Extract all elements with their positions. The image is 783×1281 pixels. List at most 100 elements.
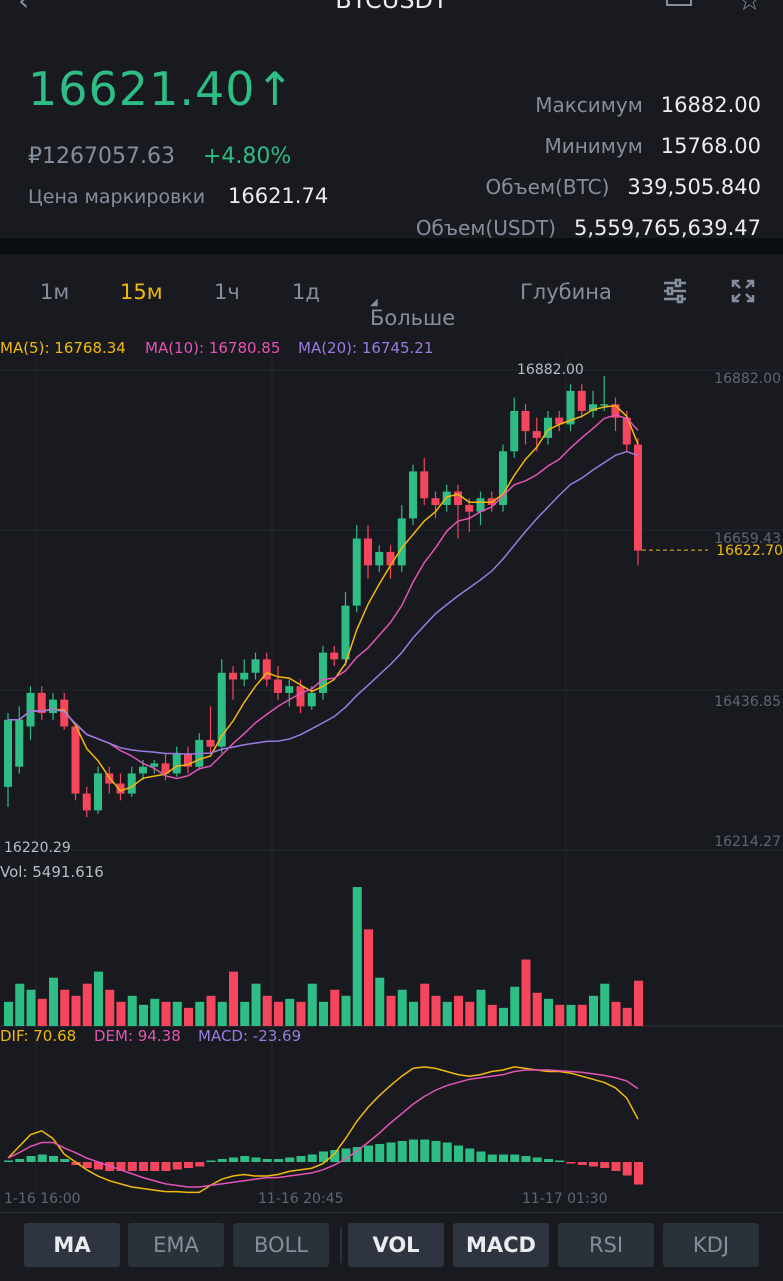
volume-bar [296,1001,306,1026]
candle-body [15,719,24,767]
macd-histogram-bar [431,1141,441,1162]
macd-histogram-bar [161,1162,171,1171]
candle-body [611,404,620,418]
indicator-boll[interactable]: BOLL [233,1223,329,1267]
volume-bar [352,887,362,1026]
volume-bar [71,995,81,1026]
tab-15m[interactable]: 15м [120,280,163,304]
macd-histogram-bar [476,1151,486,1162]
tab-depth[interactable]: Глубина [520,280,612,304]
candle-body [521,410,530,432]
volume-bar [139,1004,148,1026]
back-arrow-icon[interactable]: ‹ [18,0,30,17]
candle-body [307,692,316,707]
macd-histogram-bar [82,1162,92,1168]
volume-bar [600,983,610,1026]
indicator-ema[interactable]: EMA [128,1223,224,1267]
candle-body [274,679,282,693]
macd-histogram-bar [26,1156,36,1162]
indicator-rsi[interactable]: RSI [558,1223,654,1267]
volume-bar [15,983,25,1026]
volume-bar [60,989,70,1026]
kline-chart-svg[interactable]: MA(5): 16768.34 MA(10): 16780.85 MA(20): 1… [0,334,783,1214]
ticker-panel: 16621.40↑ ₽1267057.63 +4.80% Цена маркир… [0,20,783,240]
macd-histogram-bar [634,1162,643,1185]
candle-body [206,739,215,747]
indicator-macd[interactable]: MACD [453,1223,549,1267]
volume-bar [510,986,520,1026]
expand-icon[interactable] [730,278,756,304]
macd-histogram-bar [487,1154,497,1162]
macd-histogram-bar [217,1159,227,1162]
macd-histogram-bar [139,1162,148,1171]
candle-body [589,404,597,411]
candle-body [172,753,181,774]
indicator-kdj[interactable]: KDJ [663,1223,759,1267]
candle-body [139,766,147,774]
macd-histogram-bar [352,1147,362,1162]
macd-histogram-bar [611,1162,621,1171]
candle-body [622,417,631,445]
candle-body [375,551,384,566]
candle-body [116,783,125,794]
tab-1m[interactable]: 1м [40,280,70,304]
candle-body [330,652,339,660]
candle-body [454,491,462,505]
volume-bar [442,1001,452,1026]
last-price-label: 16622.70 [716,543,783,559]
macd-histogram-bar [206,1160,216,1162]
star-icon[interactable]: ☆ [737,0,763,17]
candle-body [296,686,305,707]
volume-bar [555,1004,565,1026]
volume-bar [229,971,238,1026]
volume-bar [476,989,486,1026]
kline-chart[interactable]: MA(5): 16768.34 MA(10): 16780.85 MA(20): 1… [0,334,783,1214]
tab-1h[interactable]: 1ч [214,280,240,304]
volume-bar [622,1007,632,1026]
volume-bar [105,989,115,1026]
candle-body [71,726,80,794]
volume-bar [127,995,137,1026]
dem-legend: DEM: 94.38 [94,1027,181,1045]
sliders-icon[interactable] [662,278,688,304]
ma10-legend: MA(10): 16780.85 [145,339,280,357]
macd-histogram-bar [262,1159,272,1162]
x-axis-label: 11-16 20:45 [258,1191,343,1207]
macd-histogram-bar [4,1160,13,1162]
candle-body [319,652,327,693]
candle-body [544,417,552,438]
tab-1d[interactable]: 1д [292,280,320,304]
volume-bar [544,998,553,1026]
indicator-vol[interactable]: VOL [348,1223,444,1267]
volume-bar [285,998,295,1026]
indicator-ma[interactable]: MA [24,1223,120,1267]
tab-more[interactable]: Больше ◢ [370,280,455,330]
mark-price-value: 16621.74 [228,184,329,208]
ma5-legend: MA(5): 16768.34 [0,339,126,357]
ma5-line [8,404,639,792]
indicator-divider [340,1227,342,1263]
volume-bar [499,1007,508,1026]
macd-histogram-bar [15,1159,25,1162]
volume-bar [240,1001,250,1026]
candle-body [341,605,350,660]
y-tick-label: 16882.00 [714,371,781,387]
volume-bar [386,995,396,1026]
macd-histogram-bar [184,1162,193,1168]
candle-body [262,659,271,680]
macd-histogram-bar [386,1142,396,1162]
y-tick-label: 16436.85 [714,694,781,710]
volume-bar [319,1001,328,1026]
x-axis-label: 11-17 01:30 [522,1191,607,1207]
macd-histogram-bar [465,1148,475,1162]
share-icon[interactable] [666,0,692,6]
macd-histogram-bar [296,1156,306,1162]
stat-label: Минимум [544,133,643,158]
candle-body [49,699,57,714]
high-price-label: 16882.00 [517,362,584,378]
macd-histogram-bar [521,1156,531,1162]
last-price: 16621.40↑ [28,62,296,116]
volume-bar [364,929,373,1026]
volume-bar [94,971,103,1026]
macd-histogram-bar [240,1156,250,1162]
